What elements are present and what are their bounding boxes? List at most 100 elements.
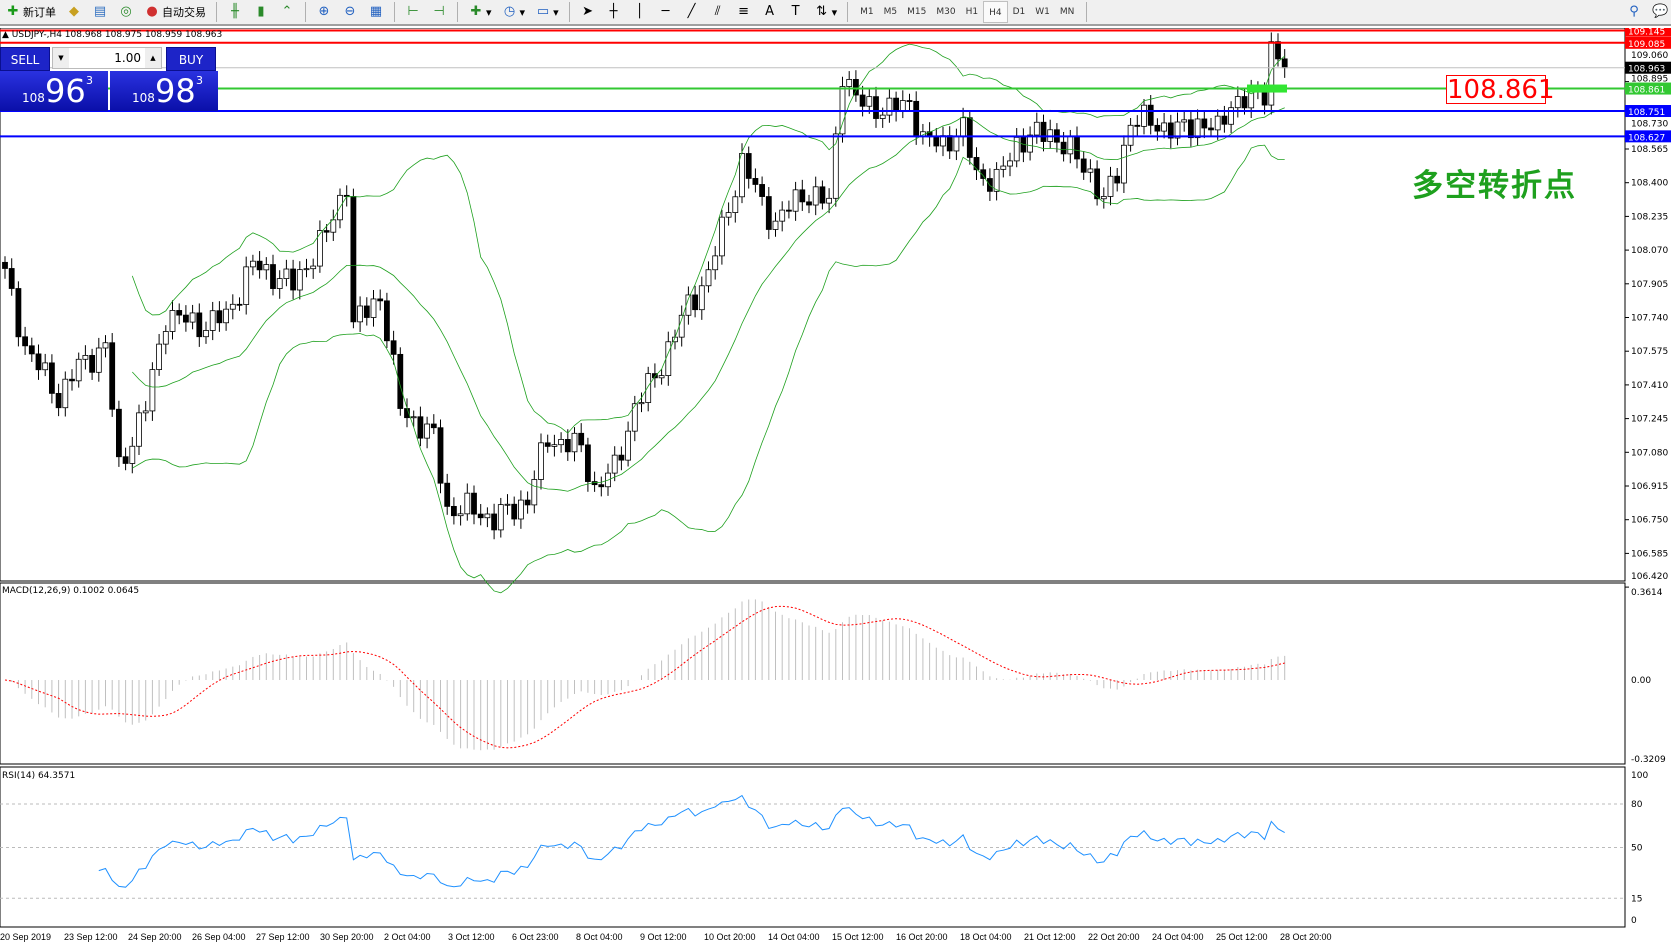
candle bbox=[122, 456, 129, 464]
candle bbox=[558, 439, 564, 446]
lot-stepper[interactable]: ▼ 1.00 ▲ bbox=[52, 47, 162, 69]
auto-trading-icon: ● bbox=[146, 4, 158, 19]
bollinger-upper bbox=[131, 43, 1285, 434]
indicators-button[interactable]: ✚ ▾ bbox=[465, 1, 495, 23]
buy-price[interactable]: 108 98 3 bbox=[110, 71, 218, 111]
candle bbox=[1134, 124, 1141, 127]
level-marker bbox=[1247, 84, 1287, 93]
candle bbox=[370, 298, 377, 318]
price-annotation-box[interactable]: 108.861 bbox=[1446, 75, 1555, 105]
candle bbox=[538, 442, 544, 480]
fibonacci-button[interactable]: ≡ bbox=[733, 1, 755, 23]
candle bbox=[149, 369, 156, 412]
text-button[interactable]: A bbox=[759, 1, 781, 23]
signal-button[interactable]: ◎ bbox=[115, 1, 137, 23]
trendline-button[interactable]: ╱ bbox=[681, 1, 703, 23]
timeframe-mn[interactable]: MN bbox=[1059, 7, 1075, 17]
lot-decrease-button[interactable]: ▼ bbox=[53, 48, 69, 68]
cursor-button[interactable]: ➤ bbox=[577, 1, 599, 23]
level-price-tag bbox=[1625, 28, 1671, 37]
vertical-line-button[interactable]: │ bbox=[629, 1, 651, 23]
zoom-in-button[interactable]: ⊕ bbox=[313, 1, 335, 23]
lot-increase-button[interactable]: ▲ bbox=[145, 48, 161, 68]
rsi-label: RSI(14) 64.3571 bbox=[2, 771, 76, 781]
chart-shift-button[interactable]: ⊣ bbox=[428, 1, 450, 23]
candle bbox=[1275, 41, 1281, 60]
label-button[interactable]: T bbox=[785, 1, 807, 23]
candle bbox=[511, 503, 518, 520]
level-price-label: 109.145 bbox=[1628, 28, 1665, 38]
candle bbox=[524, 499, 531, 506]
crosshair-button[interactable]: ┼ bbox=[603, 1, 625, 23]
candle bbox=[826, 197, 832, 204]
line-chart-button[interactable]: ⌃ bbox=[276, 1, 298, 23]
timeframe-w1[interactable]: W1 bbox=[1035, 7, 1050, 17]
collapse-arrow-icon[interactable]: ▲ bbox=[2, 30, 12, 40]
chat-button[interactable]: 💬 bbox=[1649, 1, 1671, 23]
channel-button[interactable]: ⫽ bbox=[707, 1, 729, 23]
periods-button[interactable]: ◷ ▾ bbox=[499, 1, 529, 23]
turning-point-annotation[interactable]: 多空转折点 bbox=[1412, 168, 1577, 204]
candle bbox=[350, 196, 357, 323]
horizontal-line-button[interactable]: ─ bbox=[655, 1, 677, 23]
market-watch-button[interactable]: ◆ bbox=[63, 1, 85, 23]
sell-button[interactable]: SELL bbox=[0, 47, 50, 71]
divider bbox=[394, 2, 395, 22]
rsi-tick-label: 0 bbox=[1631, 916, 1637, 926]
text-label-icon: T bbox=[791, 4, 800, 19]
candle bbox=[196, 312, 203, 338]
timeframe-m30[interactable]: M30 bbox=[936, 7, 956, 17]
price-tick-label: 108.070 bbox=[1631, 246, 1668, 256]
candle bbox=[129, 445, 136, 464]
candle bbox=[1114, 175, 1121, 184]
timeframe-m1[interactable]: M1 bbox=[860, 7, 874, 17]
navigator-button[interactable]: ▤ bbox=[89, 1, 111, 23]
candle bbox=[1060, 141, 1067, 155]
arrows-button[interactable]: ⇅ ▾ bbox=[811, 1, 841, 23]
candle bbox=[303, 268, 310, 271]
zoom-out-button[interactable]: ⊖ bbox=[339, 1, 361, 23]
level-price-label: 108.861 bbox=[1628, 86, 1665, 96]
candle bbox=[1161, 122, 1167, 132]
candle bbox=[377, 298, 384, 302]
timeframe-d1[interactable]: D1 bbox=[1012, 7, 1026, 17]
candle bbox=[652, 373, 658, 379]
time-tick: 20 Sep 2019 bbox=[0, 932, 52, 942]
candle bbox=[95, 347, 102, 373]
timeframe-h4[interactable]: H4 bbox=[983, 1, 1008, 23]
time-tick: 30 Sep 20:00 bbox=[320, 932, 374, 942]
buy-button[interactable]: BUY bbox=[166, 47, 216, 71]
candle bbox=[618, 454, 625, 461]
timeframe-m5[interactable]: M5 bbox=[883, 7, 898, 17]
candle bbox=[1214, 115, 1221, 131]
autoscroll-icon: ⊢ bbox=[407, 4, 419, 19]
chart-area[interactable]: 108.565 108.400 108.235 108.070 107.905 107.7… bbox=[0, 28, 1671, 951]
candlestick-button[interactable]: ▮ bbox=[250, 1, 272, 23]
tile-windows-button[interactable]: ▦ bbox=[365, 1, 387, 23]
candle bbox=[49, 362, 55, 394]
tile-icon: ▦ bbox=[369, 4, 383, 19]
sell-price[interactable]: 108 96 3 bbox=[0, 71, 108, 111]
candle bbox=[1107, 175, 1114, 197]
candle bbox=[457, 513, 464, 517]
candle bbox=[471, 492, 477, 515]
candle bbox=[779, 209, 786, 222]
candle bbox=[424, 423, 431, 439]
candle bbox=[846, 79, 853, 87]
timeframe-m15[interactable]: M15 bbox=[907, 7, 927, 17]
macd-panel bbox=[0, 582, 1626, 765]
autoscroll-button[interactable]: ⊢ bbox=[402, 1, 424, 23]
timeframe-h1[interactable]: H1 bbox=[965, 7, 979, 17]
level-price-tag bbox=[1625, 82, 1671, 95]
candle bbox=[1228, 107, 1234, 125]
auto-trading-button[interactable]: ● 自动交易 bbox=[141, 1, 209, 23]
terminal-icon: ▤ bbox=[93, 4, 107, 19]
templates-button[interactable]: ▭ ▾ bbox=[536, 4, 559, 19]
search-button[interactable]: ⚲ bbox=[1623, 1, 1645, 23]
candle bbox=[859, 94, 866, 107]
bar-chart-button[interactable]: ╫ bbox=[224, 1, 246, 23]
candle bbox=[1074, 136, 1080, 160]
candle bbox=[55, 392, 62, 409]
lot-input[interactable]: 1.00 bbox=[114, 51, 141, 65]
new-order-button[interactable]: ✚ 新订单 bbox=[2, 1, 59, 23]
